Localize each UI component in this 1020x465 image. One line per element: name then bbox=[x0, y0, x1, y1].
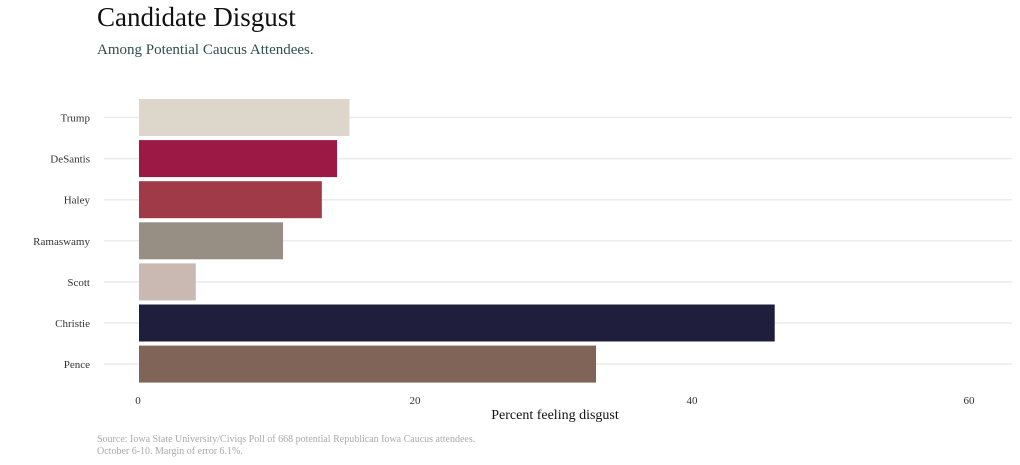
category-label: Ramaswamy bbox=[33, 236, 90, 248]
category-label: Pence bbox=[64, 359, 90, 371]
chart-subtitle: Among Potential Caucus Attendees. bbox=[97, 42, 314, 58]
category-label: Scott bbox=[67, 277, 90, 289]
category-label: Christie bbox=[55, 318, 90, 330]
bar-haley bbox=[139, 181, 322, 219]
category-label: Haley bbox=[64, 195, 91, 207]
bar-christie bbox=[139, 304, 775, 342]
bar-trump bbox=[139, 99, 350, 136]
source-line: October 6-10. Margin of error 6.1%. bbox=[97, 446, 243, 457]
category-label: DeSantis bbox=[50, 154, 90, 166]
bar-ramaswamy bbox=[139, 222, 284, 260]
source-line: Source: Iowa State University/Civiqs Pol… bbox=[97, 434, 476, 445]
x-tick-label: 60 bbox=[964, 395, 976, 407]
x-axis-label: Percent feeling disgust bbox=[491, 408, 619, 423]
x-tick-label: 0 bbox=[135, 395, 141, 407]
chart-title: Candidate Disgust bbox=[97, 2, 296, 32]
bar-pence bbox=[139, 345, 597, 383]
category-label: Trump bbox=[60, 113, 90, 125]
bar-desantis bbox=[139, 140, 338, 178]
x-tick-label: 40 bbox=[687, 395, 699, 407]
bar-scott bbox=[139, 263, 196, 301]
x-tick-label: 20 bbox=[410, 395, 422, 407]
source-note: Source: Iowa State University/Civiqs Pol… bbox=[97, 434, 475, 458]
